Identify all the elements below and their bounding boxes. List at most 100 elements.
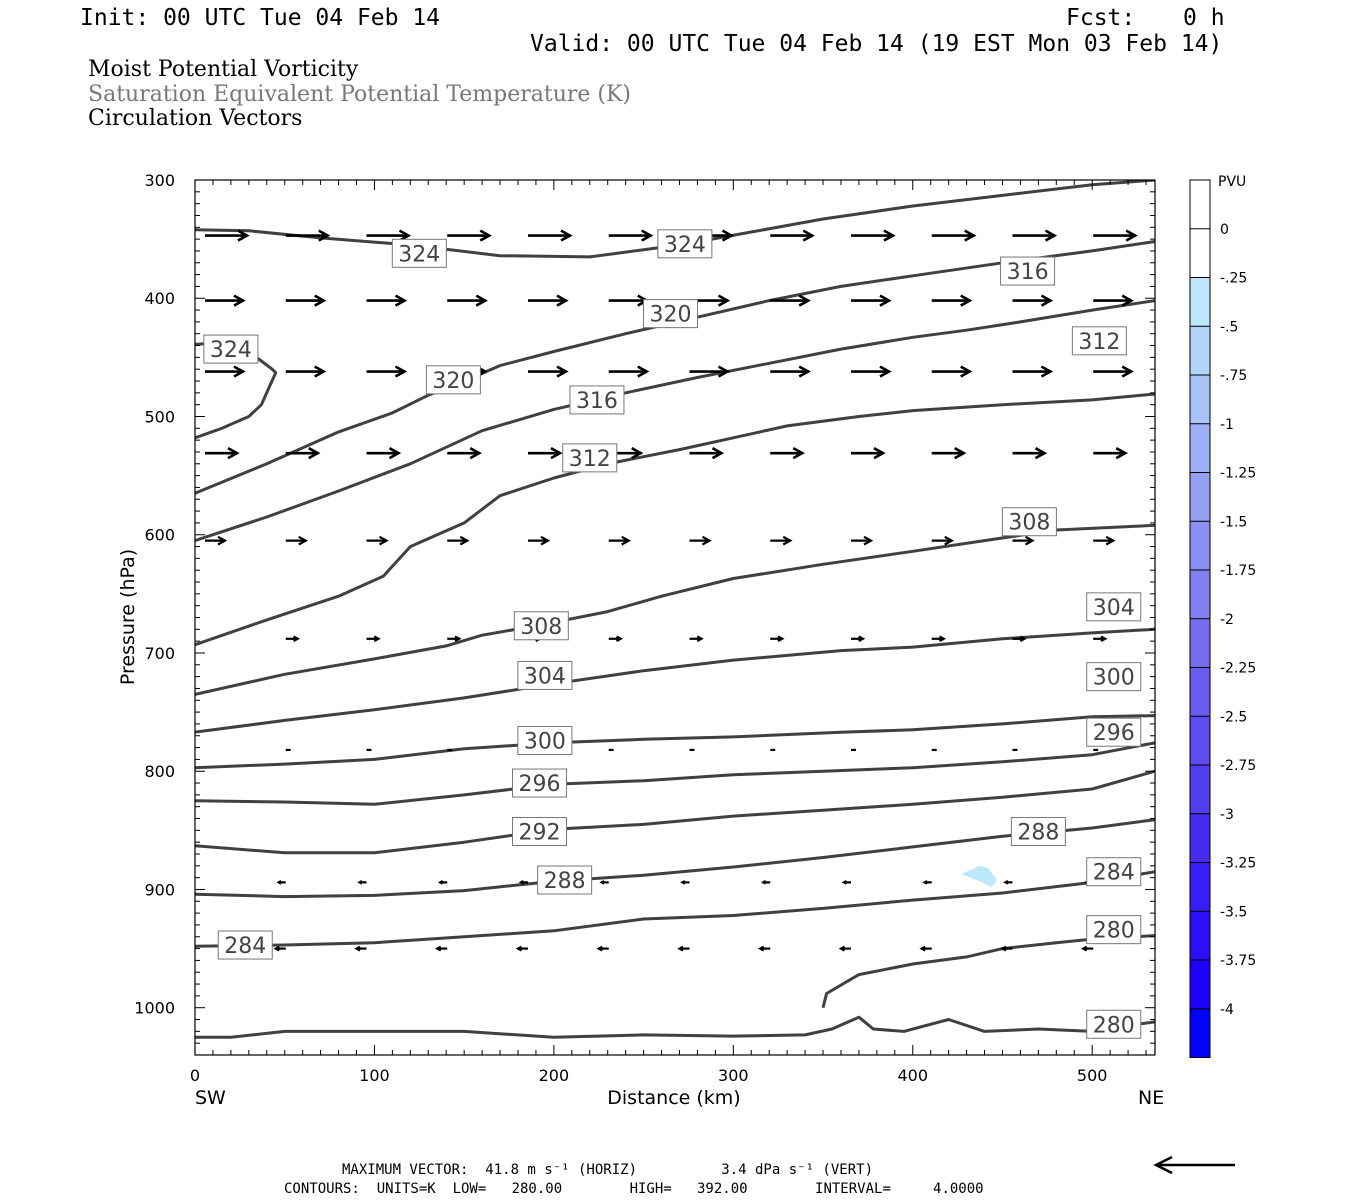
y-tick-label: 1000 (134, 999, 175, 1018)
y-tick-label: 700 (144, 644, 175, 663)
contour-label-box (217, 930, 273, 960)
colorbar-label: 0 (1220, 222, 1229, 238)
x-axis-label: Distance (km) (607, 1087, 740, 1109)
circulation-vector-head (1040, 365, 1054, 378)
colorbar-cell (1190, 960, 1210, 1009)
colorbar-cell (1190, 667, 1210, 717)
contour-label-box (1086, 915, 1142, 945)
circulation-vector-head (938, 635, 947, 643)
contour-label: 304 (1093, 596, 1135, 621)
circulation-vector-head (227, 447, 240, 460)
contour-label: 316 (576, 389, 618, 414)
circulation-vector-head (711, 447, 725, 460)
colorbar-cell (1190, 1008, 1210, 1058)
circulation-vector-head (637, 365, 650, 378)
circulation-vector-head (1003, 880, 1009, 885)
circulation-vector-head (1024, 535, 1035, 546)
circulation-vector-head (922, 880, 928, 885)
colorbar-cell (1190, 618, 1210, 668)
circulation-vector-head (394, 365, 408, 378)
colorbar-cell (1190, 521, 1210, 570)
circulation-vector-head (621, 535, 632, 546)
colorbar-units: PVU (1218, 174, 1246, 190)
contour-280 (821, 934, 1155, 1009)
contour-label: 320 (432, 369, 474, 394)
circulation-vector-head (318, 229, 331, 242)
circulation-vector-head (556, 294, 569, 307)
x-tick-label: 300 (718, 1066, 749, 1085)
circulation-vector-head (680, 880, 686, 885)
circulation-vector-head (798, 365, 811, 378)
circulation-vector-head (616, 635, 624, 643)
circulation-vector-head (454, 635, 462, 643)
contour-label-box (1086, 592, 1142, 622)
colorbar-label: -2.25 (1220, 661, 1256, 677)
circulation-vector-head (701, 535, 712, 546)
colorbar-label: -1.25 (1220, 466, 1256, 482)
contour-label: 324 (398, 242, 440, 267)
contour-320 (195, 240, 1155, 495)
circulation-vector-head (273, 945, 280, 952)
circulation-vector-head (298, 535, 309, 546)
circulation-vector-head (879, 294, 892, 307)
contour-label: 324 (664, 233, 706, 258)
circulation-vector-head (556, 365, 569, 378)
circulation-vector-head (1121, 294, 1134, 307)
colorbar-cell (1190, 716, 1210, 765)
y-tick-label: 500 (144, 407, 175, 426)
contour-292 (195, 769, 1155, 855)
contour-label-box (512, 817, 568, 847)
circulation-vector-head (357, 880, 363, 885)
circulation-vector-head (540, 535, 551, 546)
circulation-vector-head (841, 880, 847, 885)
contour-label-box (391, 238, 447, 268)
circulation-vector-head (802, 229, 815, 242)
circulation-vector-head (1080, 945, 1088, 952)
fcst-value: 0 h (1183, 5, 1225, 31)
x-tick-label: 400 (897, 1066, 928, 1085)
circulation-vector-head (233, 294, 246, 307)
colorbar-cell (1190, 911, 1210, 960)
y-tick-label: 300 (144, 171, 175, 190)
y-tick-label: 800 (144, 762, 175, 781)
circulation-vector-head (631, 447, 644, 460)
contour-label-box (203, 334, 259, 364)
circulation-vector-head (777, 635, 785, 643)
circulation-vector-head (721, 229, 735, 242)
circulation-vector-head (515, 945, 523, 952)
colorbar-label: -2 (1220, 612, 1234, 628)
circulation-vector-head (518, 880, 524, 885)
contour-label: 284 (224, 934, 266, 959)
contour-label: 296 (519, 772, 561, 797)
colorbar-cell (1190, 180, 1210, 229)
contour-label-box (1010, 817, 1066, 847)
contour-label-box (513, 611, 569, 641)
contour-308 (195, 523, 1155, 696)
contour-label-box (1071, 326, 1127, 356)
circulation-vector-head (782, 535, 793, 546)
contour-label-box (1086, 717, 1142, 747)
field-title-circulation: Circulation Vectors (88, 106, 303, 131)
contour-label: 312 (1078, 330, 1120, 355)
circulation-vector-head (1125, 229, 1138, 242)
contour-label-box (643, 299, 699, 329)
colorbar-cell (1190, 472, 1210, 522)
circulation-vector-head (394, 294, 408, 307)
colorbar-cell (1190, 326, 1210, 375)
circulation-vector-head (863, 535, 874, 546)
contour-label-box (1001, 507, 1057, 537)
x-tick-label: 200 (539, 1066, 570, 1085)
colorbar-label: -1 (1220, 417, 1234, 433)
circulation-vector-head (944, 535, 955, 546)
colorbar-label: -2.75 (1220, 758, 1256, 774)
circulation-vector-head (1100, 635, 1108, 643)
circulation-vector-head (798, 294, 811, 307)
circulation-vector-head (550, 447, 563, 460)
contour-label-box (537, 865, 593, 895)
x-left-direction: SW (195, 1087, 226, 1109)
contour-label: 324 (210, 338, 252, 363)
circulation-vector-head (233, 365, 246, 378)
contour-label: 300 (524, 729, 566, 754)
circulation-vector-head (560, 229, 573, 242)
